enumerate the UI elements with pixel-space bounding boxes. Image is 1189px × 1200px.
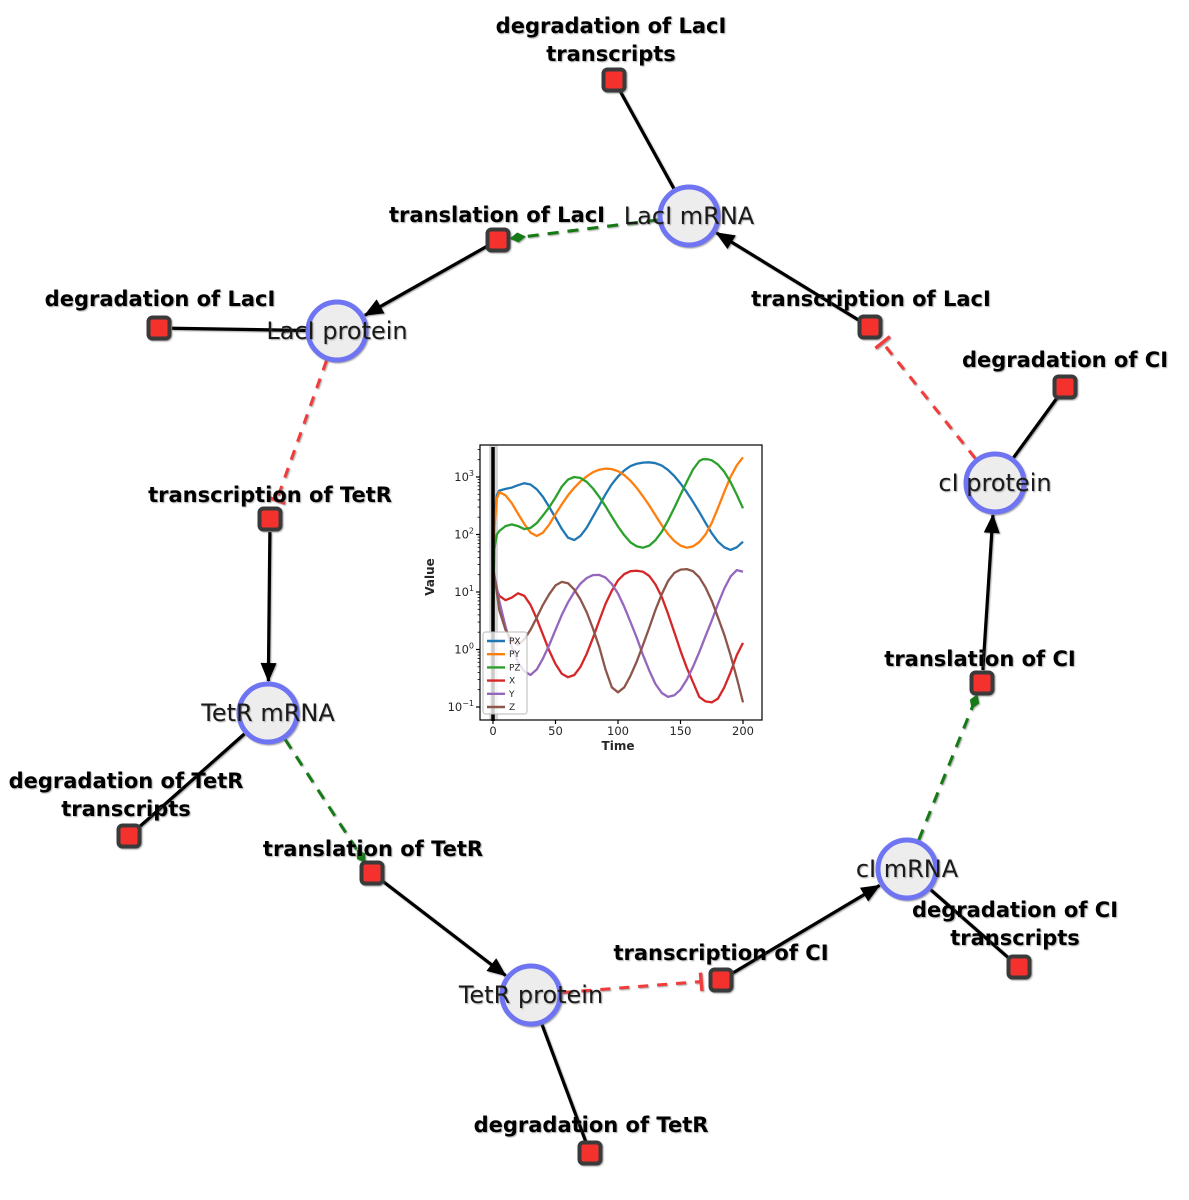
x-tick-label: 0 bbox=[489, 724, 496, 738]
node-labels-layer: LacI mRNA LacI protein TetR mRNA TetR prote… bbox=[9, 14, 1168, 1137]
species-label-tetr-protein: TetR protein bbox=[458, 981, 603, 1009]
y-axis-label: Value bbox=[423, 558, 437, 596]
edge-reactant-laci-mrna-to-degradation-of-laci-transcripts bbox=[618, 90, 676, 190]
y-tick-label: 101 bbox=[454, 584, 474, 599]
species-node-ci-mrna[interactable] bbox=[875, 837, 939, 901]
reaction-node-degradation-of-ci-transcripts[interactable] bbox=[1006, 954, 1032, 980]
reaction-label-translation-of-tetr: translation of TetR bbox=[263, 837, 483, 861]
edge-product-translation-of-tetr-to-tetr-protein bbox=[381, 879, 507, 977]
reaction-node-translation-of-tetr[interactable] bbox=[359, 860, 385, 886]
edge-inhibitor-laci-protein-to-transcription-of-tetr bbox=[267, 360, 328, 505]
edge-inhibitor-ci-protein-to-transcription-of-laci bbox=[874, 335, 977, 460]
reaction-node-degradation-of-tetr[interactable] bbox=[577, 1140, 603, 1166]
reaction-node-transcription-of-laci[interactable] bbox=[857, 314, 883, 340]
legend-label-PX: PX bbox=[509, 637, 521, 647]
legend: PX PY PZ XYZ bbox=[482, 631, 528, 715]
reaction-node-degradation-of-tetr-transcripts[interactable] bbox=[116, 823, 142, 849]
edge-reactant-tetr-mrna-to-degradation-of-tetr-transcripts bbox=[137, 732, 246, 829]
reaction-node-degradation-of-laci-transcripts[interactable] bbox=[601, 67, 627, 93]
nodes-layer bbox=[116, 67, 1078, 1166]
x-tick-label: 50 bbox=[548, 724, 563, 738]
edges-layer bbox=[137, 90, 1059, 1142]
x-tick-label: 150 bbox=[670, 724, 692, 738]
series-PX bbox=[491, 461, 744, 640]
series-Z bbox=[491, 566, 745, 703]
series-Y bbox=[491, 568, 744, 699]
edge-reactant-laci-protein-to-degradation-of-laci bbox=[171, 326, 306, 333]
reaction-label-degradation-of-ci-transcripts: degradation of CI transcripts bbox=[912, 898, 1118, 950]
axes-frame bbox=[479, 444, 763, 721]
edge-inhibitor-tetr-protein-to-transcription-of-ci bbox=[562, 972, 704, 995]
edge-modifier-tetr-mrna-to-translation-of-tetr bbox=[283, 738, 367, 863]
species-label-laci-mrna: LacI mRNA bbox=[624, 202, 755, 230]
y-tick-label: 100 bbox=[454, 642, 474, 657]
reaction-node-transcription-of-ci[interactable] bbox=[708, 967, 734, 993]
legend-label-Z: Z bbox=[509, 703, 515, 713]
species-node-laci-mrna[interactable] bbox=[657, 184, 721, 248]
reaction-label-translation-of-laci: translation of LacI bbox=[389, 203, 605, 227]
edge-reactant-ci-protein-to-degradation-of-ci bbox=[1012, 396, 1059, 459]
reaction-label-degradation-of-tetr-transcripts: degradation of TetR transcripts bbox=[9, 769, 244, 821]
reaction-label-degradation-of-ci: degradation of CI bbox=[962, 348, 1168, 372]
legend-label-X: X bbox=[509, 677, 515, 687]
edge-reactant-ci-mrna-to-degradation-of-ci-transcripts bbox=[929, 888, 1011, 960]
edge-product-transcription-of-laci-to-laci-mrna bbox=[715, 231, 860, 322]
x-axis-label: Time bbox=[602, 739, 635, 753]
edge-product-transcription-of-tetr-to-tetr-mrna bbox=[260, 531, 277, 683]
legend-label-PZ: PZ bbox=[509, 663, 521, 673]
reaction-node-translation-of-laci[interactable] bbox=[485, 227, 511, 253]
species-label-ci-protein: cI protein bbox=[938, 469, 1051, 497]
species-label-ci-mrna: cI mRNA bbox=[856, 855, 959, 883]
series-X bbox=[491, 569, 745, 704]
reaction-node-degradation-of-laci[interactable] bbox=[146, 315, 172, 341]
species-node-laci-protein[interactable] bbox=[305, 299, 369, 363]
reaction-label-transcription-of-tetr: transcription of TetR bbox=[148, 483, 392, 507]
reaction-label-transcription-of-ci: transcription of CI bbox=[613, 941, 828, 965]
plot-background bbox=[420, 434, 778, 764]
reaction-label-degradation-of-tetr: degradation of TetR bbox=[474, 1113, 709, 1137]
reaction-label-degradation-of-laci: degradation of LacI bbox=[45, 287, 276, 311]
reaction-node-degradation-of-ci[interactable] bbox=[1052, 374, 1078, 400]
species-label-tetr-mrna: TetR mRNA bbox=[200, 699, 335, 727]
inset-plot: 0 50 100 150 20010−1100101102103TimeValuePXP… bbox=[420, 434, 778, 764]
edge-product-translation-of-laci-to-laci-protein bbox=[363, 245, 488, 317]
y-tick-label: 102 bbox=[454, 527, 474, 542]
x-tick-label: 100 bbox=[607, 724, 629, 738]
series-PY bbox=[491, 456, 744, 640]
reaction-label-translation-of-ci: translation of CI bbox=[884, 647, 1075, 671]
edge-product-transcription-of-ci-to-ci-mrna bbox=[731, 884, 881, 975]
legend-label-PY: PY bbox=[509, 650, 520, 660]
y-tick-label: 10−1 bbox=[448, 699, 474, 714]
x-tick-label: 200 bbox=[732, 724, 754, 738]
edge-modifier-laci-mrna-to-translation-of-laci bbox=[509, 218, 658, 243]
edge-modifier-ci-mrna-to-translation-of-ci bbox=[917, 694, 980, 841]
legend-label-Y: Y bbox=[508, 690, 515, 700]
edge-product-translation-of-ci-to-ci-protein bbox=[981, 513, 1000, 671]
species-node-ci-protein[interactable] bbox=[963, 451, 1027, 515]
reaction-label-degradation-of-laci-transcripts: degradation of LacI transcripts bbox=[496, 14, 727, 66]
species-node-tetr-mrna[interactable] bbox=[236, 681, 300, 745]
species-node-tetr-protein[interactable] bbox=[499, 963, 563, 1027]
species-label-laci-protein: LacI protein bbox=[266, 317, 407, 345]
reaction-node-translation-of-ci[interactable] bbox=[969, 670, 995, 696]
reaction-node-transcription-of-tetr[interactable] bbox=[257, 506, 283, 532]
y-tick-label: 103 bbox=[454, 469, 474, 484]
series-PZ bbox=[491, 457, 745, 640]
reaction-label-transcription-of-laci: transcription of LacI bbox=[751, 287, 991, 311]
edge-reactant-tetr-protein-to-degradation-of-tetr bbox=[540, 1023, 587, 1142]
